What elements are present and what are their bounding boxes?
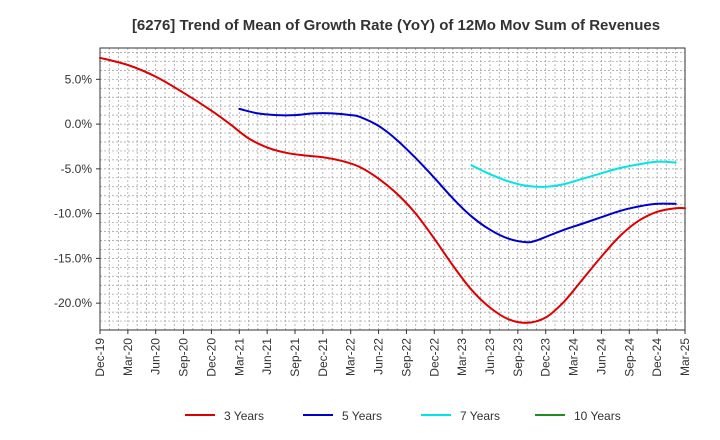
legend-item-7-years: 7 Years: [421, 409, 500, 423]
x-tick-label: Jun-20: [149, 338, 163, 375]
x-tick-label: Mar-22: [344, 338, 358, 376]
x-tick-label: Dec-23: [539, 338, 553, 377]
x-tick-label: Dec-19: [93, 338, 107, 377]
x-tick-label: Sep-23: [511, 338, 525, 377]
x-tick-label: Dec-20: [204, 338, 218, 377]
y-tick-label: 0.0%: [65, 117, 93, 131]
y-tick-label: -5.0%: [61, 162, 93, 176]
x-axis: Dec-19 Mar-20 Jun-20 Sep-20 Dec-20 Mar-21 Jun-…: [93, 330, 692, 377]
legend-label: 7 Years: [460, 409, 500, 423]
y-axis: 5.0% 0.0% -5.0% -10.0% -15.0% -20.0%: [54, 72, 100, 310]
chart-title: [6276] Trend of Mean of Growth Rate (YoY…: [132, 17, 660, 34]
horizontal-gridlines: [100, 52, 685, 331]
legend-label: 5 Years: [342, 409, 382, 423]
x-tick-label: Sep-24: [622, 338, 636, 377]
x-tick-label: Jun-21: [260, 338, 274, 375]
legend: 3 Years 5 Years 7 Years 10 Years: [185, 409, 621, 423]
x-tick-label: Mar-21: [232, 338, 246, 376]
x-tick-label: Dec-24: [650, 338, 664, 377]
x-tick-label: Jun-24: [594, 338, 608, 375]
series-line-5-years: [238, 107, 677, 244]
x-tick-label: Sep-22: [399, 338, 413, 377]
legend-item-3-years: 3 Years: [185, 409, 264, 423]
legend-label: 10 Years: [574, 409, 621, 423]
vertical-gridlines: [108, 48, 677, 330]
x-tick-label: Dec-21: [316, 338, 330, 377]
legend-item-5-years: 5 Years: [303, 409, 382, 423]
x-tick-label: Sep-21: [288, 338, 302, 377]
x-tick-label: Jun-23: [483, 338, 497, 375]
series-line-3-years: [99, 56, 686, 324]
series-lines: [99, 56, 686, 324]
x-tick-label: Mar-23: [455, 338, 469, 376]
x-tick-label: Mar-20: [121, 338, 135, 376]
y-tick-label: -15.0%: [54, 251, 92, 265]
plot-frame: [99, 47, 686, 331]
y-tick-label: 5.0%: [65, 72, 93, 86]
x-tick-label: Dec-22: [427, 338, 441, 377]
y-tick-label: -10.0%: [54, 207, 92, 221]
legend-item-10-years: 10 Years: [535, 409, 621, 423]
series-line-7-years: [470, 160, 677, 188]
x-tick-label: Mar-24: [567, 338, 581, 376]
y-tick-label: -20.0%: [54, 296, 92, 310]
x-tick-label: Mar-25: [678, 338, 692, 376]
x-tick-label: Sep-20: [177, 338, 191, 377]
x-tick-label: Jun-22: [372, 338, 386, 375]
legend-label: 3 Years: [224, 409, 264, 423]
